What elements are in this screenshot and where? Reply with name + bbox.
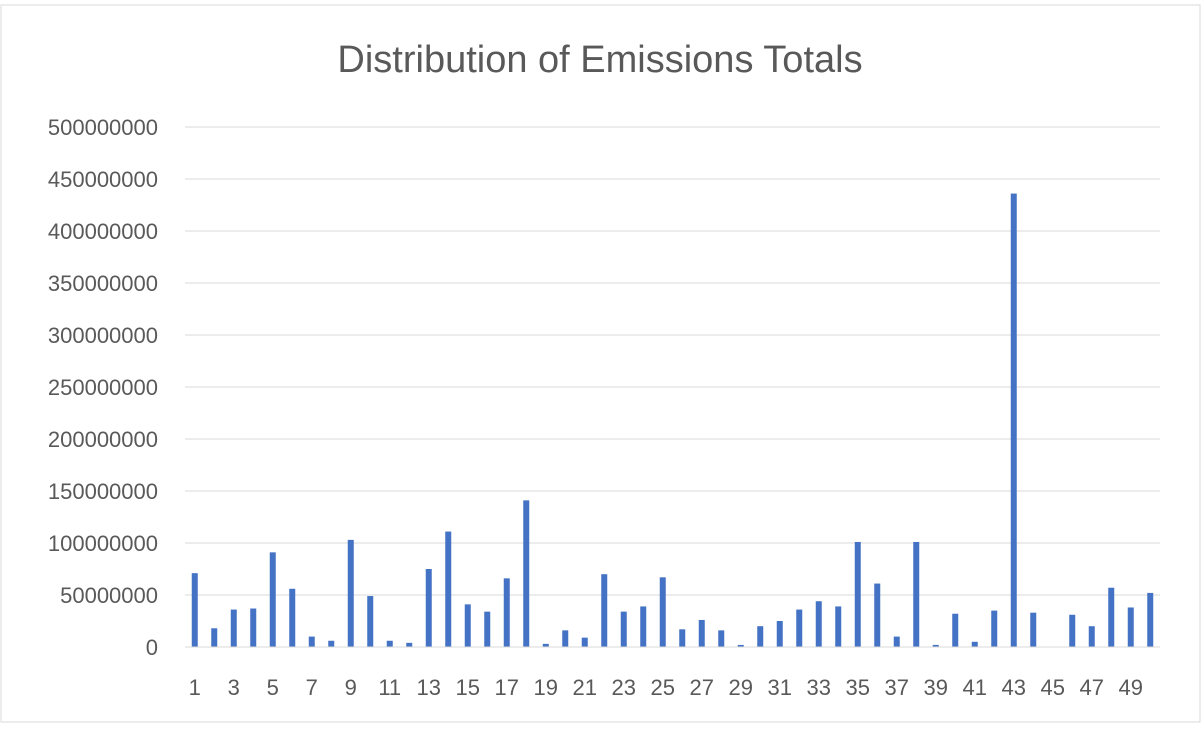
y-axis-labels: 0 50000000 100000000 150000000 200000000 2500… <box>48 115 158 660</box>
x-tick-label: 27 <box>690 675 714 700</box>
y-tick-label: 100000000 <box>48 531 158 556</box>
bar-22 <box>601 574 608 647</box>
bar-5 <box>269 552 276 647</box>
y-tick-label: 450000000 <box>48 167 158 192</box>
bar-9 <box>347 539 354 647</box>
x-tick-label: 35 <box>846 675 870 700</box>
bar-41 <box>971 641 978 647</box>
bar-11 <box>386 640 393 647</box>
x-tick-label: 33 <box>807 675 831 700</box>
bar-38 <box>913 541 920 647</box>
x-tick-label: 7 <box>306 675 318 700</box>
y-tick-label: 50000000 <box>60 583 158 608</box>
bar-50 <box>1147 592 1154 647</box>
bar-12 <box>406 642 413 647</box>
bar-48 <box>1108 587 1115 647</box>
x-tick-label: 37 <box>885 675 909 700</box>
x-tick-label: 19 <box>534 675 558 700</box>
bar-42 <box>991 610 998 647</box>
bar-26 <box>679 629 686 647</box>
x-tick-label: 41 <box>963 675 987 700</box>
bar-37 <box>893 636 900 647</box>
x-tick-label: 1 <box>189 675 201 700</box>
x-tick-label: 21 <box>573 675 597 700</box>
bar-46 <box>1069 614 1076 647</box>
x-tick-label: 43 <box>1002 675 1026 700</box>
bar-40 <box>952 613 959 647</box>
x-tick-label: 49 <box>1119 675 1143 700</box>
x-tick-label: 45 <box>1041 675 1065 700</box>
x-tick-label: 25 <box>651 675 675 700</box>
x-tick-label: 29 <box>729 675 753 700</box>
bar-15 <box>464 604 471 647</box>
x-axis-labels: 1 3 5 7 9 11 13 15 17 19 21 23 25 27 29 31 33 35 37 39 41 43 4… <box>189 675 1143 700</box>
bar-28 <box>718 630 725 647</box>
x-tick-label: 11 <box>378 675 401 700</box>
bar-33 <box>815 601 822 647</box>
bar-6 <box>289 588 296 647</box>
chart-border <box>0 4 1201 723</box>
bar-10 <box>367 596 374 647</box>
bar-49 <box>1127 607 1134 647</box>
bar-24 <box>640 606 647 647</box>
bar-32 <box>796 609 803 647</box>
y-tick-label: 500000000 <box>48 115 158 140</box>
y-tick-label: 350000000 <box>48 271 158 296</box>
x-tick-label: 23 <box>612 675 636 700</box>
y-tick-label: 300000000 <box>48 323 158 348</box>
bar-43 <box>1010 193 1017 647</box>
x-tick-label: 47 <box>1080 675 1104 700</box>
bar-2 <box>211 628 218 647</box>
bar-3 <box>230 609 237 647</box>
bar-23 <box>620 611 627 647</box>
bar-18 <box>523 500 530 647</box>
bar-1 <box>191 573 198 647</box>
bar-25 <box>659 577 666 647</box>
bar-17 <box>503 578 510 647</box>
x-tick-label: 17 <box>495 675 519 700</box>
bar-8 <box>328 640 335 647</box>
bar-19 <box>542 643 549 647</box>
bar-30 <box>757 626 764 647</box>
bar-29 <box>737 644 744 647</box>
gridlines <box>185 126 1160 596</box>
y-tick-label: 250000000 <box>48 375 158 400</box>
bar-34 <box>835 606 842 647</box>
bar-20 <box>562 630 569 647</box>
bar-7 <box>308 636 315 647</box>
bar-16 <box>484 611 491 647</box>
y-tick-label: 200000000 <box>48 427 158 452</box>
bar-13 <box>425 569 432 647</box>
bar-47 <box>1088 626 1095 647</box>
bar-39 <box>932 644 939 647</box>
x-tick-label: 31 <box>768 675 792 700</box>
bar-36 <box>874 583 881 647</box>
bar-31 <box>776 621 783 647</box>
x-tick-label: 5 <box>267 675 279 700</box>
bar-4 <box>250 608 257 647</box>
bar-27 <box>698 619 705 647</box>
bars <box>191 193 1154 647</box>
bar-21 <box>581 637 588 647</box>
bar-44 <box>1030 612 1037 647</box>
chart-title: Distribution of Emissions Totals <box>337 39 862 81</box>
x-tick-label: 15 <box>456 675 480 700</box>
x-tick-label: 39 <box>924 675 948 700</box>
y-tick-label: 0 <box>146 635 158 660</box>
y-tick-label: 150000000 <box>48 479 158 504</box>
bar-14 <box>445 531 452 647</box>
x-tick-label: 13 <box>417 675 441 700</box>
y-tick-label: 400000000 <box>48 219 158 244</box>
bar-35 <box>854 541 861 647</box>
x-tick-label: 9 <box>345 675 357 700</box>
x-tick-label: 3 <box>228 675 240 700</box>
